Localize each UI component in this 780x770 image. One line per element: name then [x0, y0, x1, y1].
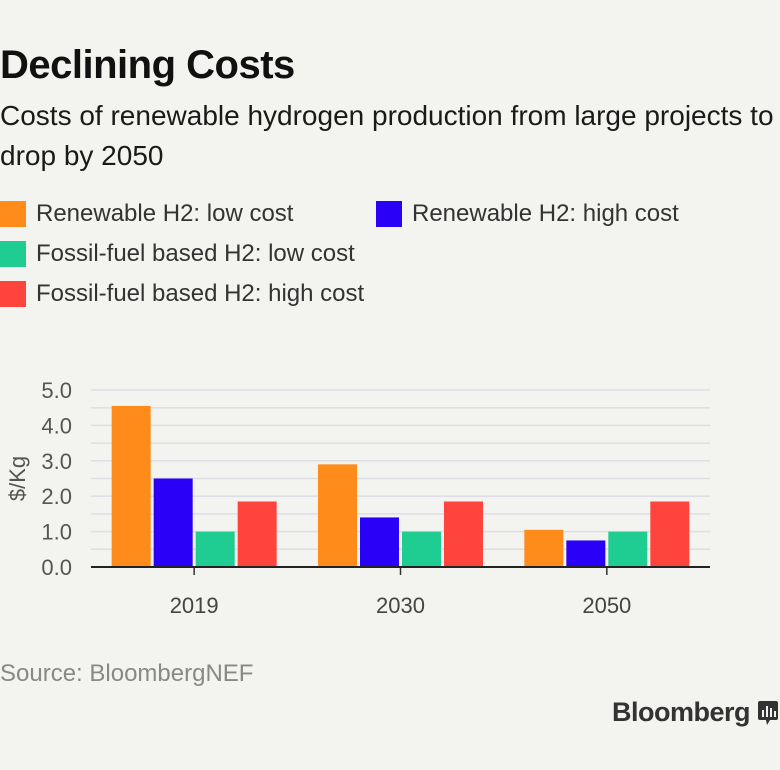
legend-swatch-fossil-low — [0, 241, 26, 267]
bar-2019-series-1 — [111, 405, 151, 567]
bar-2019-series-3 — [195, 531, 235, 567]
legend-item-fossil-high: Fossil-fuel based H2: high cost — [0, 280, 364, 308]
legend-swatch-fossil-high — [0, 281, 26, 307]
source-note: Source: BloombergNEF — [0, 660, 254, 687]
y-tick-label: 5.0 — [41, 378, 72, 403]
bloomberg-chart-icon — [758, 700, 778, 725]
chart-title: Declining Costs — [0, 43, 295, 87]
chart-subtitle: Costs of renewable hydrogen production f… — [0, 100, 774, 171]
y-axis-label: $/Kg — [5, 456, 30, 501]
x-tick-label: 2030 — [376, 593, 425, 618]
legend-item-renewable-low: Renewable H2: low cost — [0, 200, 293, 228]
legend-label: Renewable H2: high cost — [412, 200, 679, 227]
legend-item-renewable-high: Renewable H2: high cost — [376, 200, 679, 228]
bar-2050-series-2 — [566, 540, 606, 567]
bar-2050-series-1 — [524, 529, 564, 567]
legend-item-fossil-low: Fossil-fuel based H2: low cost — [0, 240, 355, 268]
bar-2050-series-3 — [608, 531, 648, 567]
legend-swatch-renewable-low — [0, 201, 26, 227]
brand-name: Bloomberg — [611, 697, 751, 727]
y-tick-label: 1.0 — [41, 520, 72, 545]
legend-label: Renewable H2: low cost — [36, 200, 294, 227]
y-tick-label: 2.0 — [41, 484, 72, 509]
x-tick-label: 2050 — [582, 593, 631, 618]
bar-2050-series-4 — [650, 501, 690, 567]
y-tick-label: 4.0 — [41, 413, 72, 438]
bar-2030-series-3 — [402, 531, 441, 567]
y-tick-label: 3.0 — [41, 449, 72, 474]
bar-2030-series-4 — [444, 501, 483, 567]
bar-2019-series-4 — [237, 501, 277, 567]
bar-2030-series-2 — [360, 517, 399, 567]
bar-chart: 0.0 1.0 2.0 3.0 4.0 5.0 $/Kg 2019 2030 2050 — [5, 378, 710, 618]
bloomberg-logo: Bloomberg — [612, 697, 778, 728]
legend-label: Fossil-fuel based H2: low cost — [36, 240, 355, 267]
bar-2019-series-2 — [153, 478, 193, 567]
x-tick-label: 2019 — [170, 593, 219, 618]
legend-label: Fossil-fuel based H2: high cost — [36, 280, 365, 307]
y-tick-label: 0.0 — [41, 555, 72, 580]
legend-swatch-renewable-high — [376, 201, 402, 227]
bar-2030-series-1 — [318, 464, 357, 567]
